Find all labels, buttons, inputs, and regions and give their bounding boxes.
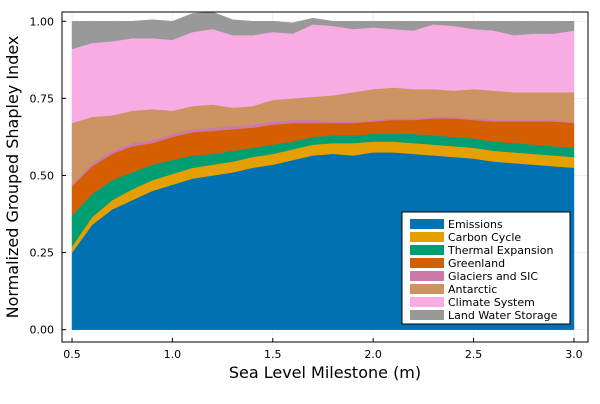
area-land-water-storage xyxy=(71,11,575,50)
y-tick-label-3: 0.75 xyxy=(30,92,55,105)
legend-swatch-climate-system xyxy=(410,297,444,307)
legend-label-land-water-storage: Land Water Storage xyxy=(448,309,558,322)
x-tick-label-2: 1.5 xyxy=(264,348,282,361)
y-tick-label-1: 0.25 xyxy=(30,247,55,260)
x-tick-label-1: 1.0 xyxy=(164,348,182,361)
y-tick-label-0: 0.00 xyxy=(30,324,55,337)
x-tick-label-4: 2.5 xyxy=(465,348,483,361)
legend-swatch-greenland xyxy=(410,258,444,268)
legend-swatch-carbon-cycle xyxy=(410,232,444,242)
y-axis-label: Normalized Grouped Shapley Index xyxy=(3,36,22,319)
legend-label-thermal-expansion: Thermal Expansion xyxy=(447,244,553,257)
legend-label-carbon-cycle: Carbon Cycle xyxy=(448,231,521,244)
legend-swatch-emissions xyxy=(410,219,444,229)
legend-swatch-thermal-expansion xyxy=(410,245,444,255)
legend-label-antarctic: Antarctic xyxy=(448,283,497,296)
legend-label-greenland: Greenland xyxy=(448,257,505,270)
plot-frame xyxy=(61,11,589,343)
x-axis-label: Sea Level Milestone (m) xyxy=(229,363,421,382)
y-tick-label-4: 1.00 xyxy=(30,15,55,28)
legend-label-glaciers-and-sic: Glaciers and SIC xyxy=(448,270,538,283)
tick-layer: 0.5 1.0 1.5 2.0 2.5 3.0 0.00 0.25 0.50 0.75 1.00 xyxy=(30,15,583,361)
legend-swatch-antarctic xyxy=(410,284,444,294)
legend-label-emissions: Emissions xyxy=(448,218,503,231)
x-tick-label-3: 2.0 xyxy=(364,348,382,361)
legend-swatch-land-water-storage xyxy=(410,310,444,320)
x-tick-label-5: 3.0 xyxy=(565,348,583,361)
x-tick-label-0: 0.5 xyxy=(63,348,81,361)
y-tick-label-2: 0.50 xyxy=(30,169,55,182)
legend-label-climate-system: Climate System xyxy=(448,296,535,309)
legend-swatch-glaciers-and-sic xyxy=(410,271,444,281)
